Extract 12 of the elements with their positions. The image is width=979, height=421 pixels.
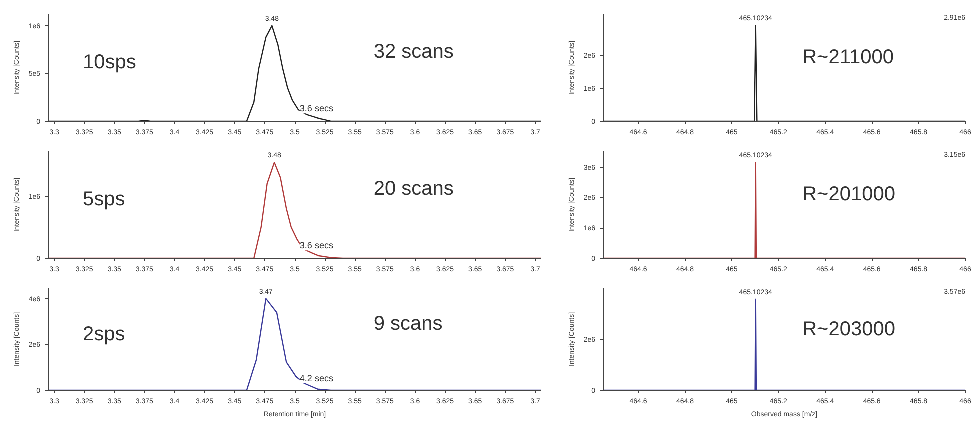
- annotation: 10sps: [83, 52, 136, 74]
- annotation: 3.6 secs: [300, 240, 334, 251]
- annotation: R~203000: [802, 318, 896, 340]
- annotation: R~201000: [802, 183, 896, 206]
- annotation: 3.6 secs: [300, 104, 334, 114]
- annotation: R~211000: [802, 46, 894, 68]
- annotation: 4.2 secs: [300, 373, 334, 384]
- annotation: 32 scans: [374, 40, 454, 63]
- annotation: 9 scans: [374, 313, 443, 336]
- annotation: 2sps: [83, 323, 126, 346]
- annotation: 5sps: [83, 188, 126, 211]
- annotation: 20 scans: [374, 178, 454, 200]
